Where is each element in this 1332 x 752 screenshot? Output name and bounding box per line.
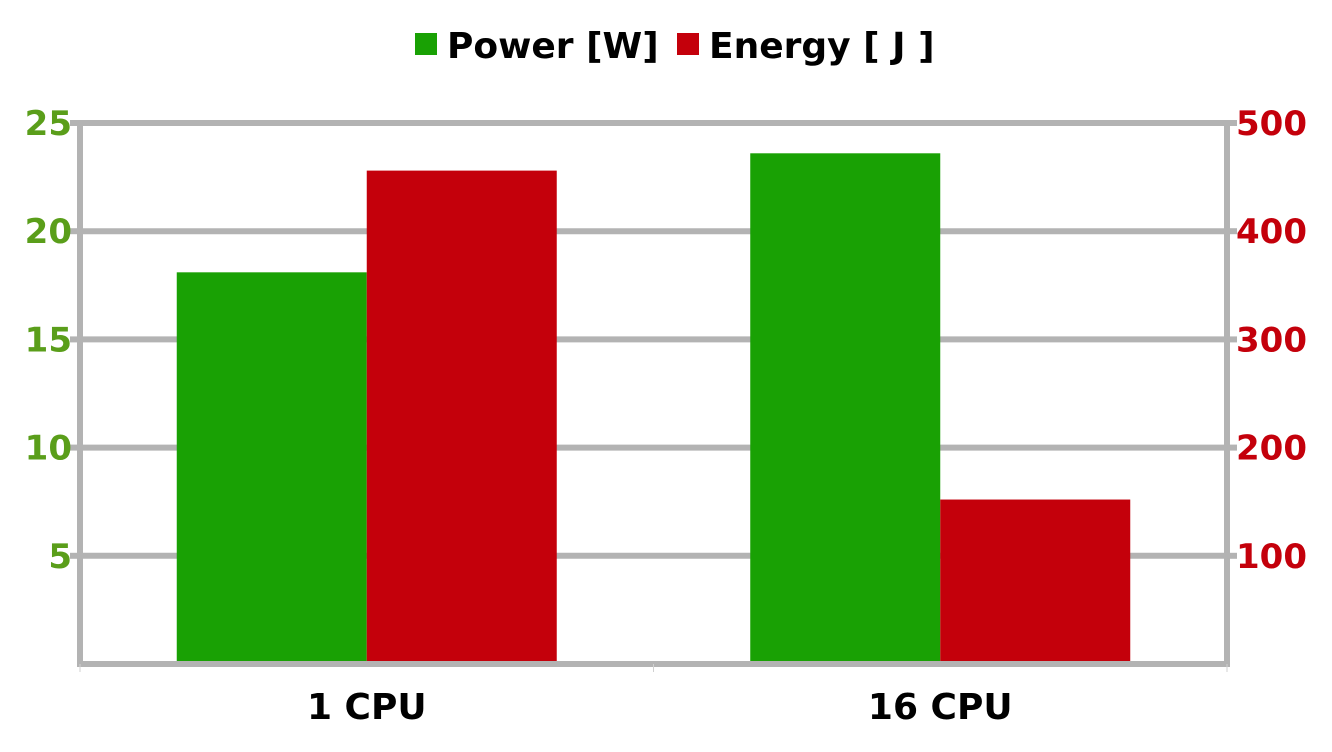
left-y-axis: 5 10 15 20 25	[25, 104, 80, 577]
x-axis: 1 CPU 16 CPU	[79, 664, 1228, 728]
right-tick-label: 400	[1236, 212, 1307, 252]
x-tick-label: 16 CPU	[868, 687, 1013, 728]
x-tick-label: 1 CPU	[307, 687, 427, 728]
left-tick-label: 15	[25, 320, 72, 360]
legend: Power [W] Energy [ J ]	[415, 26, 935, 67]
bar-power-1	[750, 153, 941, 664]
right-tick-label: 500	[1236, 104, 1307, 144]
right-tick-label: 100	[1236, 537, 1307, 577]
left-tick-label: 5	[48, 537, 72, 577]
bars	[176, 153, 1131, 664]
left-tick-label: 25	[25, 104, 72, 144]
right-tick-label: 300	[1236, 320, 1307, 360]
bar-energy-0	[366, 170, 557, 664]
left-tick-label: 20	[25, 212, 72, 252]
right-tick-label: 200	[1236, 429, 1307, 469]
legend-label: Energy [ J ]	[709, 26, 935, 67]
bar-energy-1	[940, 499, 1131, 664]
legend-swatch	[415, 33, 437, 55]
right-y-axis: 100 200 300 400 500	[1227, 104, 1307, 577]
legend-label: Power [W]	[447, 26, 659, 67]
left-tick-label: 10	[25, 429, 72, 469]
legend-swatch	[677, 33, 699, 55]
bar-power-0	[176, 272, 367, 664]
